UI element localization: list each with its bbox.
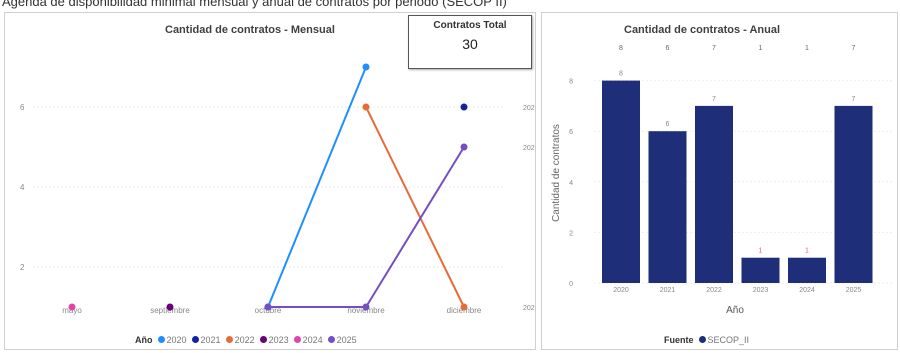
bar-top-label: 7 xyxy=(712,45,716,52)
bar-top-label: 7 xyxy=(852,45,856,52)
x-tick-label: noviembre xyxy=(347,306,385,315)
x-tick-label: mayo xyxy=(62,306,82,315)
annual-chart-panel[interactable]: Cantidad de contratos - Anual 0 2 4 6 8 Canti… xyxy=(541,12,898,350)
series-line-2022 xyxy=(365,106,465,308)
x-axis-label: Año xyxy=(726,305,744,316)
bar-2025 xyxy=(834,105,873,284)
series-line-2025 xyxy=(365,146,465,308)
data-point-2025 xyxy=(264,303,272,311)
bar-top-label: 1 xyxy=(805,45,809,52)
data-point-2025 xyxy=(362,303,370,311)
bar-2021 xyxy=(648,131,687,283)
legend-item-label[interactable]: SECOP_II xyxy=(707,335,750,345)
data-point-2022 xyxy=(362,103,370,111)
series-line-2020 xyxy=(267,66,367,308)
legend-dot-icon xyxy=(225,336,233,344)
bar-2023 xyxy=(741,257,780,283)
y-tick-label: 4 xyxy=(569,180,573,187)
x-tick-label: diciembre xyxy=(447,306,482,315)
data-point-2020 xyxy=(362,63,370,71)
legend-item-label[interactable]: 2023 xyxy=(268,335,289,345)
y-tick-label: 4 xyxy=(20,183,25,192)
annual-chart-title: Cantidad de contratos - Anual xyxy=(624,24,781,36)
y-tick-label: 8 xyxy=(569,79,573,86)
legend-item-label[interactable]: 2022 xyxy=(234,335,255,345)
data-point-2022 xyxy=(460,303,468,311)
data-point-2023 xyxy=(166,303,174,311)
x-tick-label: septiembre xyxy=(150,306,190,315)
kpi-value: 30 xyxy=(462,36,478,52)
y-axis-label: Cantidad de contratos xyxy=(551,124,562,222)
x-tick-label: 2025 xyxy=(846,287,862,294)
legend-title: Fuente xyxy=(664,335,694,345)
data-point-2021 xyxy=(460,103,468,111)
y-tick-label: 2 xyxy=(20,263,25,272)
top-strip: Agenda de disponibilidad minimal mensual… xyxy=(0,0,900,12)
legend-item-label[interactable]: 2020 xyxy=(166,335,187,345)
kpi-card-total[interactable]: Contratos Total 30 xyxy=(408,15,532,69)
monthly-chart-panel[interactable]: Cantidad de contratos - Mensual 2 4 6 mayo s… xyxy=(4,12,536,350)
legend-item-label[interactable]: 2024 xyxy=(302,335,323,345)
bar-data-label: 8 xyxy=(619,71,623,78)
x-tick-label: 2021 xyxy=(660,287,676,294)
legend-dot-icon xyxy=(191,336,199,344)
x-tick-label: 2024 xyxy=(799,287,815,294)
bar-top-label: 8 xyxy=(619,45,623,52)
y-tick-label: 0 xyxy=(569,281,573,288)
x-tick-label: 2020 xyxy=(613,287,629,294)
x-tick-label: 2023 xyxy=(753,287,769,294)
bar-data-label: 1 xyxy=(759,248,763,255)
kpi-label: Contratos Total xyxy=(433,20,507,31)
data-point-2024 xyxy=(68,303,76,311)
monthly-legend[interactable]: Año 2020 2021 2022 2023 2024 2025 xyxy=(135,335,357,345)
legend-dot-icon xyxy=(293,336,301,344)
series-end-label: 2021 xyxy=(523,105,535,112)
monthly-line-chart[interactable]: 2 4 6 mayo septiembre octubre noviembre diciemb… xyxy=(5,13,535,349)
legend-dot-icon xyxy=(157,336,165,344)
bar-2020 xyxy=(602,80,640,283)
legend-item-label[interactable]: 2021 xyxy=(200,335,221,345)
legend-item-label[interactable]: 2025 xyxy=(336,335,357,345)
bar-data-label: 1 xyxy=(805,248,809,255)
monthly-chart-title: Cantidad de contratos - Mensual xyxy=(165,24,335,36)
legend-dot-icon xyxy=(259,336,267,344)
bar-top-label: 6 xyxy=(666,45,670,52)
bar-top-label: 1 xyxy=(759,45,763,52)
top-strip-text: Agenda de disponibilidad minimal mensual… xyxy=(2,0,507,9)
y-tick-label: 6 xyxy=(20,103,25,112)
legend-dot-icon xyxy=(698,336,706,344)
legend-dot-icon xyxy=(327,336,335,344)
y-tick-label: 6 xyxy=(569,129,573,136)
annual-bar-chart[interactable]: 0 2 4 6 8 Cantidad de contratos 8 8 2020 6 6 2021 7 7… xyxy=(542,13,897,349)
series-end-label: 2022 xyxy=(523,305,535,312)
x-tick-label: 2022 xyxy=(706,287,722,294)
y-tick-label: 2 xyxy=(569,230,573,237)
bar-data-label: 7 xyxy=(852,96,856,103)
bar-2022 xyxy=(695,105,733,284)
bar-2024 xyxy=(788,257,826,283)
bar-data-label: 7 xyxy=(712,96,716,103)
series-end-label: 2025 xyxy=(523,145,535,152)
x-tick-label: octubre xyxy=(255,306,282,315)
bar-data-label: 6 xyxy=(666,121,670,128)
annual-legend[interactable]: Fuente SECOP_II xyxy=(664,335,749,345)
data-point-2025 xyxy=(460,143,468,151)
legend-title: Año xyxy=(135,335,153,345)
